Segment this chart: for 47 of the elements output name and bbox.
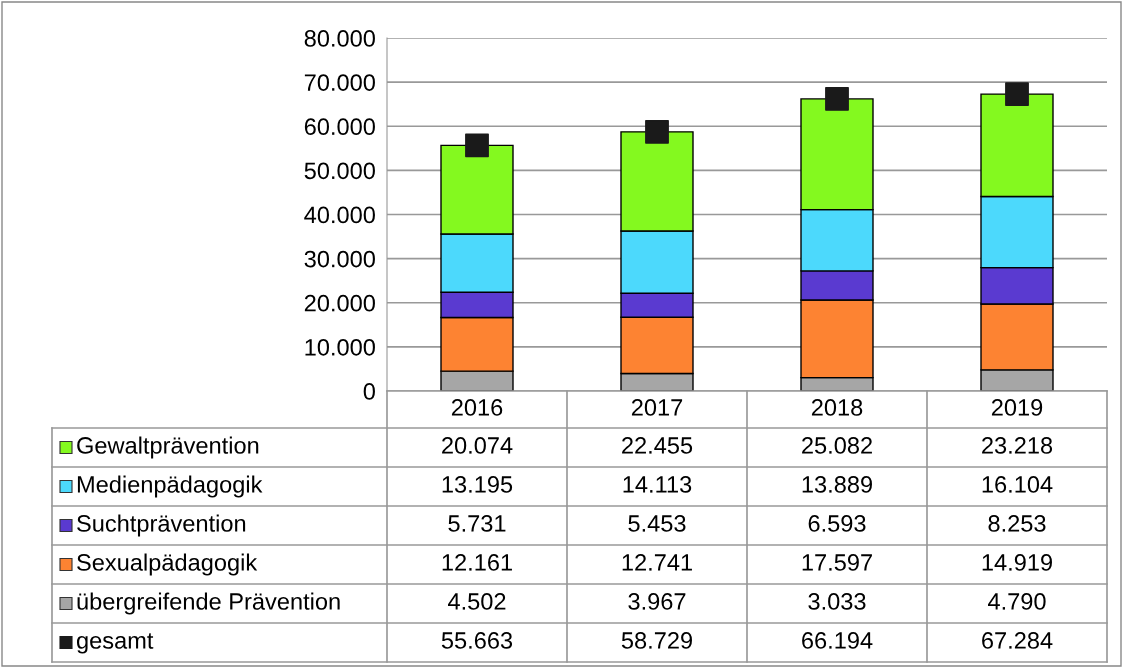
y-tick-label: 60.000	[304, 118, 375, 136]
data-label: 4.790	[988, 593, 1046, 610]
x-tick-label: 2019	[991, 399, 1043, 416]
data-label: 67.284	[982, 632, 1053, 649]
data-label: 5.453	[628, 515, 686, 532]
legend-label: Gewaltprävention	[77, 436, 259, 459]
x-tick-label: 2018	[811, 399, 863, 416]
data-label: 12.161	[442, 554, 512, 571]
point	[1005, 82, 1029, 107]
data-label: 23.218	[982, 437, 1053, 454]
data-label: 13.195	[442, 476, 513, 493]
y-tick-label: 30.000	[304, 250, 375, 268]
y-tick-label: 50.000	[304, 162, 375, 180]
x-tick-label: 2017	[631, 399, 683, 416]
data-label: 16.104	[982, 476, 1053, 493]
data-label: 66.194	[802, 632, 873, 649]
data-label: 20.074	[442, 437, 513, 454]
legend-label: Sexualpädagogik	[77, 553, 258, 576]
data-label: 3.967	[628, 593, 686, 610]
y-tick-label: 10.000	[305, 338, 375, 356]
data-label: 13.889	[802, 476, 872, 493]
y-tick-label: 0	[363, 383, 375, 400]
data-label: 25.082	[802, 437, 872, 454]
legend-label: Medienpädagogik	[77, 475, 263, 498]
point	[465, 133, 489, 158]
point	[825, 87, 849, 111]
legend-label: Suchtprävention	[77, 514, 246, 537]
point	[645, 119, 669, 144]
data-label: 17.597	[802, 554, 872, 571]
data-label: 8.253	[988, 515, 1046, 532]
data-label: 14.113	[623, 476, 692, 493]
y-tick-label: 20.000	[304, 294, 375, 312]
y-tick-label: 70.000	[304, 74, 375, 91]
data-label: 55.663	[441, 632, 513, 649]
x-tick-label: 2016	[451, 399, 503, 416]
data-label: 58.729	[621, 632, 692, 649]
data-label: 14.919	[982, 554, 1052, 571]
legend-label: gesamt	[76, 633, 154, 654]
data-label: 3.033	[808, 593, 866, 610]
data-label: 6.593	[808, 515, 866, 532]
data-label: 5.731	[448, 515, 506, 532]
legend-label: übergreifende Prävention	[77, 592, 340, 615]
y-tick-label: 80.000	[304, 30, 375, 47]
data-label: 22.455	[622, 437, 693, 454]
data-label: 12.741	[622, 554, 692, 571]
data-label: 4.502	[448, 593, 506, 610]
y-tick-label: 40.000	[304, 206, 375, 224]
